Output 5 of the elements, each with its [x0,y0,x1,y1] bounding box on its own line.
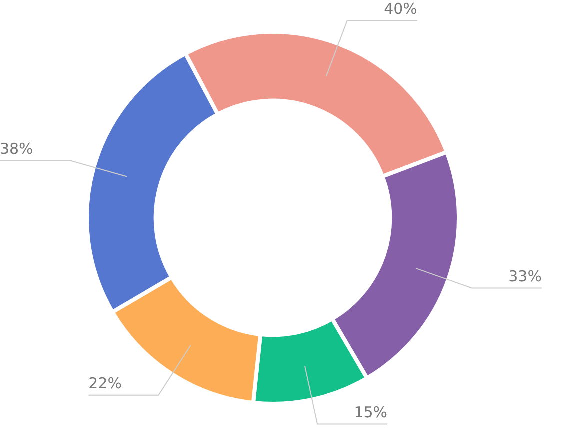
data-label: 38% [0,140,34,158]
data-label: 15% [354,404,388,422]
data-label: 40% [384,0,418,18]
data-label: 22% [88,374,122,393]
data-label: 33% [508,268,542,286]
